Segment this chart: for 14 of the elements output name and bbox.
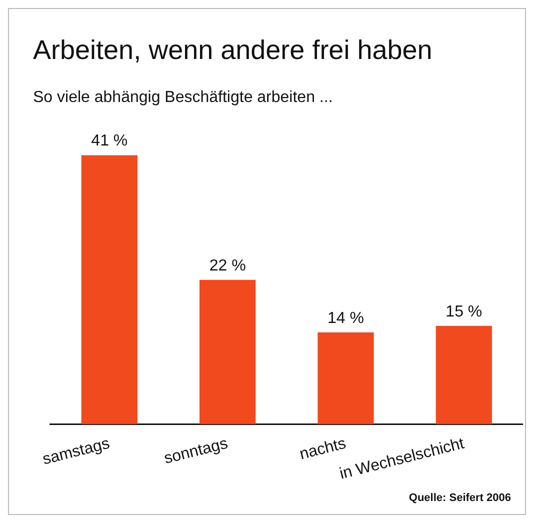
bar [200,280,256,424]
x-tick-label: samstags [40,435,112,468]
source-note: Quelle: Seifert 2006 [408,492,511,504]
data-label: 22 % [209,257,246,274]
bar [81,155,138,424]
chart-title: Arbeiten, wenn andere frei haben [33,35,432,66]
data-label: 15 % [446,303,482,320]
data-label: 41 % [91,132,128,150]
data-label: 14 % [328,310,364,327]
bar [318,332,374,424]
bar [436,326,492,424]
x-tick-label: nachts [298,435,348,464]
chart-subtitle: So viele abhängig Beschäftigte arbeiten ... [33,89,333,107]
x-tick-label: sonntags [162,435,230,468]
